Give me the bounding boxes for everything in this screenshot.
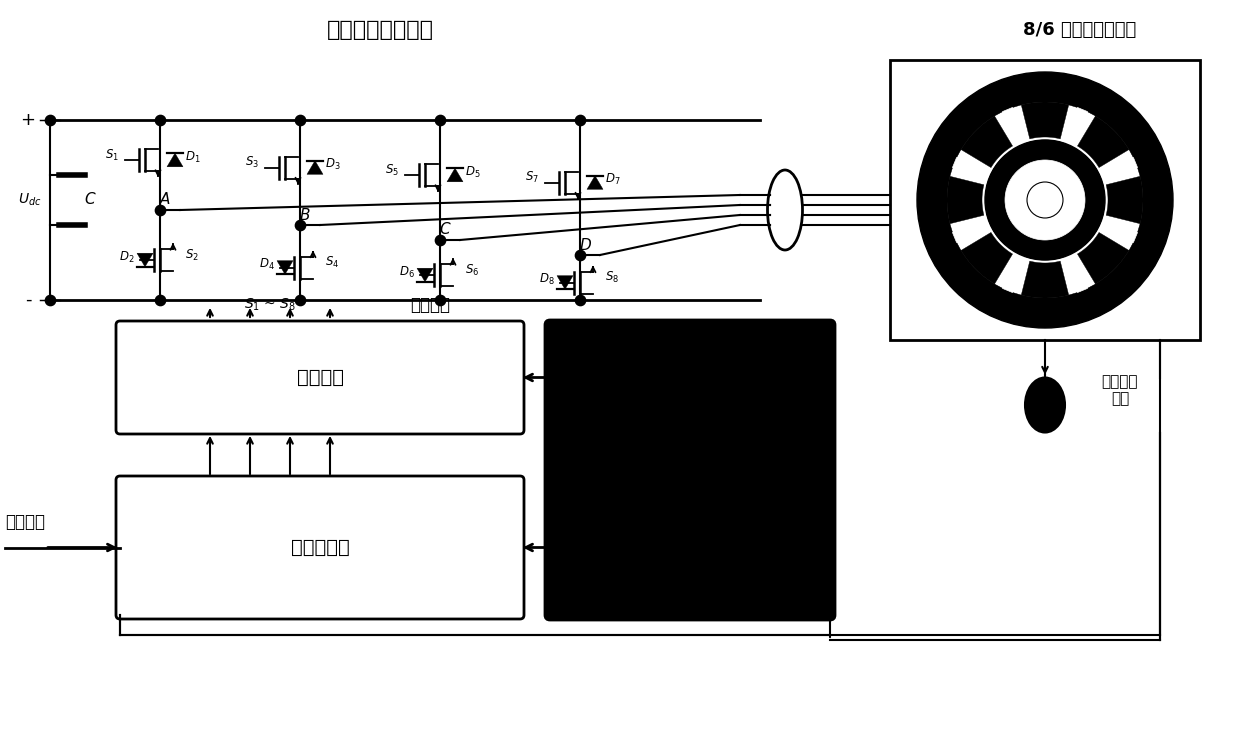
Circle shape bbox=[985, 140, 1105, 260]
Text: $S_{6}$: $S_{6}$ bbox=[465, 263, 479, 277]
Text: $S_{7}$: $S_{7}$ bbox=[525, 170, 539, 185]
Text: A: A bbox=[160, 193, 170, 207]
Polygon shape bbox=[1027, 140, 1064, 156]
Text: B: B bbox=[300, 207, 310, 223]
Polygon shape bbox=[1106, 176, 1143, 223]
Text: $D_{6}$: $D_{6}$ bbox=[399, 264, 415, 280]
Text: $D_{4}$: $D_{4}$ bbox=[259, 257, 275, 272]
Text: $U_{dc}$: $U_{dc}$ bbox=[19, 192, 42, 208]
Polygon shape bbox=[1027, 244, 1064, 260]
Text: $D_{5}$: $D_{5}$ bbox=[465, 164, 481, 180]
Text: $S_{8}$: $S_{8}$ bbox=[605, 270, 619, 285]
Point bbox=[290, 219, 310, 231]
FancyBboxPatch shape bbox=[546, 320, 835, 620]
Text: 驱动信号: 驱动信号 bbox=[410, 296, 450, 314]
Text: $S_{5}$: $S_{5}$ bbox=[386, 163, 399, 177]
Text: 控制指令: 控制指令 bbox=[5, 513, 45, 531]
Polygon shape bbox=[954, 243, 1002, 292]
Polygon shape bbox=[986, 210, 1014, 245]
Polygon shape bbox=[277, 261, 293, 274]
Text: $S_{3}$: $S_{3}$ bbox=[246, 155, 259, 170]
Polygon shape bbox=[417, 268, 433, 282]
Circle shape bbox=[1004, 160, 1085, 240]
Polygon shape bbox=[1012, 98, 1079, 107]
Circle shape bbox=[918, 72, 1173, 328]
Text: $S_{4}$: $S_{4}$ bbox=[325, 255, 339, 270]
Text: 转子位置
检测: 转子位置 检测 bbox=[1102, 374, 1138, 406]
Polygon shape bbox=[1022, 261, 1069, 298]
Point bbox=[150, 294, 170, 306]
Text: $D_{7}$: $D_{7}$ bbox=[605, 172, 621, 187]
Point bbox=[430, 114, 450, 126]
Point bbox=[40, 114, 60, 126]
Text: $D_{1}$: $D_{1}$ bbox=[185, 150, 201, 164]
Point bbox=[290, 114, 310, 126]
Text: 保护电路: 保护电路 bbox=[296, 368, 343, 387]
Polygon shape bbox=[1076, 210, 1104, 245]
Bar bbox=[890, 60, 1200, 340]
Point bbox=[570, 294, 590, 306]
Polygon shape bbox=[1076, 155, 1104, 191]
Polygon shape bbox=[1012, 293, 1079, 302]
Polygon shape bbox=[1137, 166, 1147, 233]
Point bbox=[150, 204, 170, 216]
Text: $S_1$ ~ $S_8$: $S_1$ ~ $S_8$ bbox=[244, 297, 296, 313]
Polygon shape bbox=[1087, 243, 1137, 292]
Polygon shape bbox=[1078, 232, 1128, 284]
Point bbox=[430, 294, 450, 306]
Polygon shape bbox=[947, 176, 983, 223]
FancyBboxPatch shape bbox=[117, 321, 525, 434]
Polygon shape bbox=[446, 168, 463, 182]
Text: 电流控制器: 电流控制器 bbox=[290, 538, 350, 557]
Text: $D_{8}$: $D_{8}$ bbox=[539, 272, 554, 287]
Polygon shape bbox=[961, 116, 1013, 168]
Polygon shape bbox=[557, 276, 573, 289]
Text: $S_{1}$: $S_{1}$ bbox=[105, 147, 119, 163]
Ellipse shape bbox=[1025, 377, 1065, 432]
Point bbox=[430, 234, 450, 246]
FancyBboxPatch shape bbox=[117, 476, 525, 619]
Circle shape bbox=[947, 102, 1143, 298]
Polygon shape bbox=[1022, 102, 1069, 139]
Point bbox=[570, 249, 590, 261]
Point bbox=[150, 114, 170, 126]
Circle shape bbox=[1027, 182, 1063, 218]
Point bbox=[290, 294, 310, 306]
Polygon shape bbox=[986, 155, 1014, 191]
Text: 8/6 极开关磁阻电机: 8/6 极开关磁阻电机 bbox=[1023, 21, 1137, 39]
Text: $D_{2}$: $D_{2}$ bbox=[119, 250, 135, 264]
Polygon shape bbox=[1087, 108, 1137, 157]
Polygon shape bbox=[961, 232, 1013, 284]
Text: C: C bbox=[440, 223, 450, 237]
Text: 不对称半桥变换器: 不对称半桥变换器 bbox=[326, 20, 434, 40]
Text: C: C bbox=[84, 193, 95, 207]
Text: D: D bbox=[579, 237, 591, 253]
Text: $S_{2}$: $S_{2}$ bbox=[185, 247, 198, 263]
Polygon shape bbox=[1078, 116, 1128, 168]
Polygon shape bbox=[944, 166, 952, 233]
Polygon shape bbox=[954, 108, 1002, 157]
Point bbox=[40, 294, 60, 306]
Text: $D_{3}$: $D_{3}$ bbox=[325, 157, 341, 172]
Text: $ia$~$id$: $ia$~$id$ bbox=[565, 560, 604, 575]
Polygon shape bbox=[167, 153, 184, 166]
Polygon shape bbox=[587, 176, 603, 189]
Polygon shape bbox=[308, 161, 322, 174]
Point bbox=[570, 114, 590, 126]
Polygon shape bbox=[136, 253, 153, 266]
Text: +: + bbox=[21, 111, 36, 129]
Text: -: - bbox=[25, 291, 31, 309]
